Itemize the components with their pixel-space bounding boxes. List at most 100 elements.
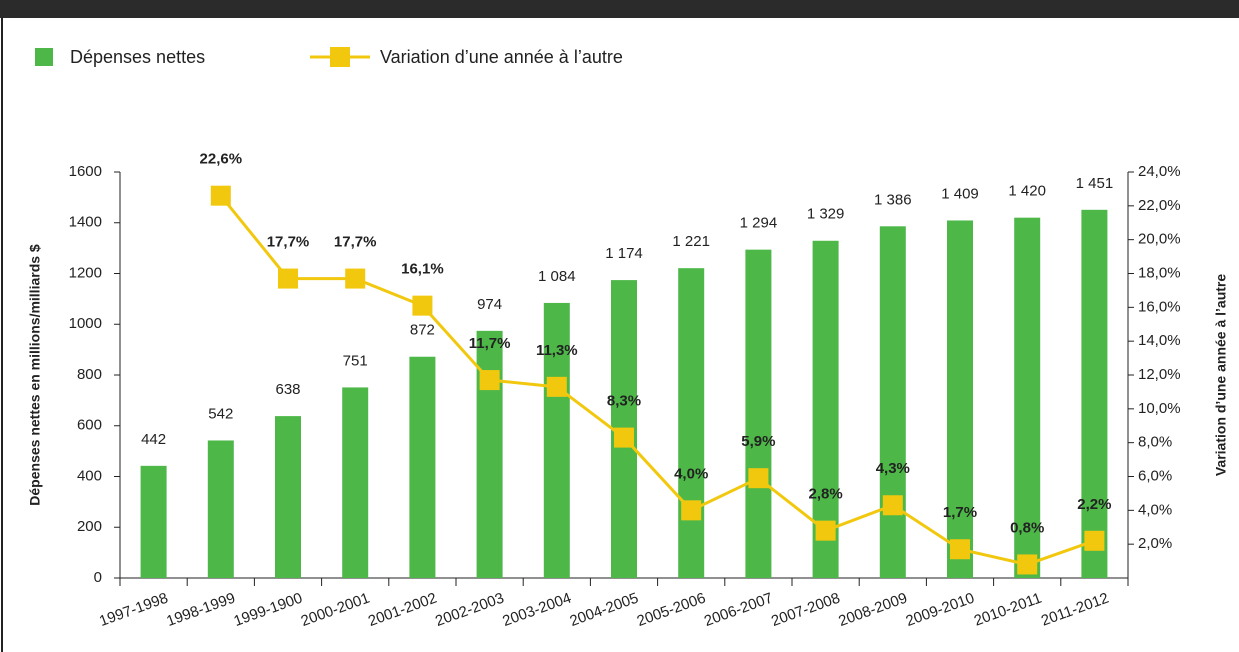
x-tick-label: 1998-1999 [164, 590, 237, 631]
legend-label: Dépenses nettes [70, 47, 205, 67]
y-tick-label: 0 [94, 569, 102, 586]
line-value-label: 1,7% [943, 504, 977, 521]
bar-value-label: 1 386 [874, 191, 912, 208]
y-tick-label: 400 [77, 467, 102, 484]
y2-tick-label: 14,0% [1138, 332, 1181, 349]
x-tick-label: 2001-2002 [366, 590, 439, 631]
line-value-label: 16,1% [401, 261, 444, 278]
y2-tick-label: 2,0% [1138, 535, 1172, 552]
bar-value-label: 1 294 [740, 215, 778, 232]
x-tick-label: 2003-2004 [500, 590, 573, 631]
y-tick-label: 1400 [69, 214, 102, 231]
y-tick-label: 800 [77, 366, 102, 383]
bar-value-label: 1 420 [1008, 183, 1046, 200]
line-value-label: 8,3% [607, 393, 641, 410]
bar [342, 387, 369, 578]
line-marker [1084, 530, 1105, 551]
line-value-label: 11,3% [536, 342, 578, 359]
bar-value-label: 1 409 [941, 185, 979, 202]
line-marker [748, 468, 769, 489]
x-tick-label: 2009-2010 [904, 590, 977, 631]
line-marker [681, 500, 702, 521]
x-tick-label: 2004-2005 [568, 590, 641, 631]
x-tick-label: 1997-1998 [97, 590, 170, 631]
bar [409, 356, 436, 578]
y2-tick-label: 6,0% [1138, 467, 1172, 484]
bar-value-label: 1 174 [605, 245, 643, 262]
line-marker [412, 295, 433, 316]
x-tick-label: 2011-2012 [1039, 590, 1111, 630]
line-value-label: 4,3% [876, 460, 910, 477]
bar-value-label: 974 [477, 296, 502, 313]
y2-tick-label: 24,0% [1138, 163, 1181, 180]
line-marker [479, 370, 500, 391]
bar-value-label: 542 [208, 405, 233, 422]
line-value-label: 17,7% [267, 234, 310, 251]
line-value-label: 5,9% [741, 433, 775, 450]
header-bar [0, 0, 1239, 18]
line-marker [546, 376, 567, 397]
bar-value-label: 1 451 [1076, 175, 1114, 192]
y2-tick-label: 16,0% [1138, 298, 1181, 315]
x-tick-label: 2002-2003 [433, 590, 506, 631]
line-marker [882, 495, 903, 516]
line-marker [278, 268, 298, 289]
x-tick-label: 2008-2009 [836, 590, 909, 631]
bar-value-label: 1 329 [807, 206, 845, 223]
y2-tick-label: 20,0% [1138, 231, 1181, 248]
bar [275, 416, 301, 578]
y-tick-label: 1200 [69, 264, 102, 281]
legend-swatch [35, 48, 53, 66]
y2-tick-label: 12,0% [1138, 366, 1181, 383]
line-value-label: 17,7% [334, 234, 377, 251]
line [219, 194, 1095, 567]
y2-tick-label: 10,0% [1138, 400, 1181, 417]
y2-axis-title: Variation d’une année à l’autre [1213, 274, 1229, 476]
y-tick-label: 1000 [69, 315, 102, 332]
y-tick-label: 600 [77, 417, 102, 434]
y2-tick-label: 18,0% [1138, 264, 1181, 281]
line-value-label: 4,0% [674, 465, 708, 482]
line-marker [950, 539, 970, 560]
bar [1081, 209, 1108, 578]
bar [1014, 217, 1041, 579]
line-value-label: 11,7% [469, 335, 511, 352]
bar [947, 220, 973, 578]
bar [879, 226, 906, 579]
bar-value-label: 442 [141, 431, 166, 448]
bar [745, 249, 772, 578]
bar [207, 440, 234, 578]
bar-value-label: 1 221 [672, 233, 710, 250]
legend-marker [330, 47, 350, 67]
line-marker [614, 427, 634, 448]
line-value-label: 2,2% [1077, 496, 1111, 513]
line-value-label: 0,8% [1010, 519, 1044, 536]
line-marker [1017, 554, 1038, 575]
x-tick-label: 2006-2007 [702, 590, 775, 631]
bar-value-label: 872 [410, 322, 435, 339]
line-marker [815, 520, 836, 541]
y2-tick-label: 8,0% [1138, 434, 1172, 451]
y-tick-label: 1600 [69, 163, 102, 180]
y2-tick-label: 4,0% [1138, 501, 1172, 518]
legend-label: Variation d’une année à l’autre [380, 47, 623, 67]
x-tick-label: 2000-2001 [299, 590, 372, 631]
y-tick-label: 200 [77, 518, 102, 535]
y-axis-title: Dépenses nettes en millions/milliards $ [27, 244, 43, 506]
x-tick-label: 2010-2011 [972, 590, 1044, 630]
line-value-label: 22,6% [200, 151, 243, 168]
line-marker [210, 185, 231, 206]
bar [543, 302, 570, 578]
bar [140, 465, 167, 578]
bar-value-label: 751 [343, 352, 368, 369]
x-tick-label: 2007-2008 [769, 590, 842, 631]
bar-value-label: 638 [275, 381, 300, 398]
x-tick-label: 2005-2006 [635, 590, 708, 631]
line-value-label: 2,8% [808, 486, 842, 503]
bar [678, 268, 705, 578]
bar-value-label: 1 084 [538, 268, 576, 285]
line-marker [345, 268, 366, 289]
x-tick-label: 1999-1900 [232, 590, 305, 631]
y2-tick-label: 22,0% [1138, 197, 1181, 214]
